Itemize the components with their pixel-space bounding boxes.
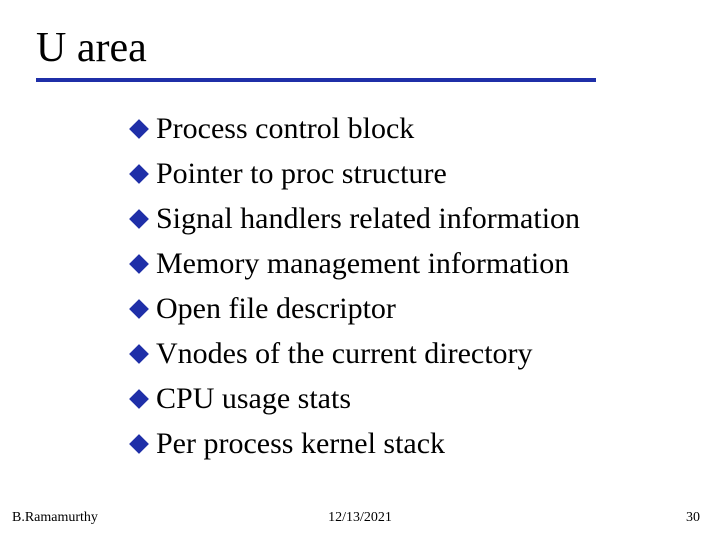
list-item-text: Vnodes of the current directory (156, 331, 533, 376)
list-item-text: Memory management information (156, 241, 569, 286)
diamond-icon (129, 209, 149, 229)
diamond-icon (129, 389, 149, 409)
list-item: CPU usage stats (132, 376, 684, 421)
diamond-icon (129, 254, 149, 274)
list-item: Memory management information (132, 241, 684, 286)
list-item-text: CPU usage stats (156, 376, 351, 421)
slide-footer: B.Ramamurthy 12/13/2021 30 (0, 510, 720, 526)
diamond-icon (129, 299, 149, 319)
diamond-icon (129, 119, 149, 139)
footer-date: 12/13/2021 (328, 510, 392, 526)
bullet-list: Process control block Pointer to proc st… (36, 106, 684, 466)
list-item: Process control block (132, 106, 684, 151)
list-item: Pointer to proc structure (132, 151, 684, 196)
slide: U area Process control block Pointer to … (0, 0, 720, 540)
list-item: Open file descriptor (132, 286, 684, 331)
title-underline (36, 78, 596, 82)
list-item: Signal handlers related information (132, 196, 684, 241)
list-item-text: Signal handlers related information (156, 196, 580, 241)
list-item-text: Per process kernel stack (156, 421, 445, 466)
diamond-icon (129, 164, 149, 184)
list-item-text: Pointer to proc structure (156, 151, 447, 196)
footer-author: B.Ramamurthy (12, 510, 98, 526)
list-item-text: Process control block (156, 106, 414, 151)
slide-title: U area (36, 24, 684, 72)
footer-page-number: 30 (686, 510, 700, 526)
diamond-icon (129, 344, 149, 364)
list-item-text: Open file descriptor (156, 286, 396, 331)
list-item: Vnodes of the current directory (132, 331, 684, 376)
diamond-icon (129, 434, 149, 454)
list-item: Per process kernel stack (132, 421, 684, 466)
